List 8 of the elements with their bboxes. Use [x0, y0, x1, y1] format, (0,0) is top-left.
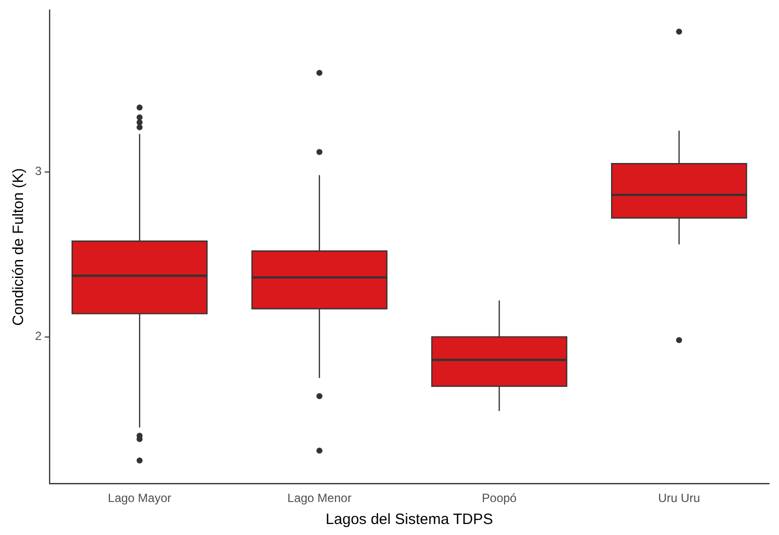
- x-tick-label: Poopó: [482, 491, 517, 506]
- x-tick-label: Lago Menor: [287, 491, 352, 506]
- x-axis-title: Lagos del Sistema TDPS: [326, 511, 493, 528]
- y-tick-label: 3: [34, 164, 42, 178]
- x-tick-label: Uru Uru: [658, 491, 700, 506]
- y-axis-title: Condición de Fulton (K): [10, 168, 28, 326]
- y-tick-label: 2: [34, 329, 42, 344]
- x-tick-label: Lago Mayor: [108, 491, 172, 506]
